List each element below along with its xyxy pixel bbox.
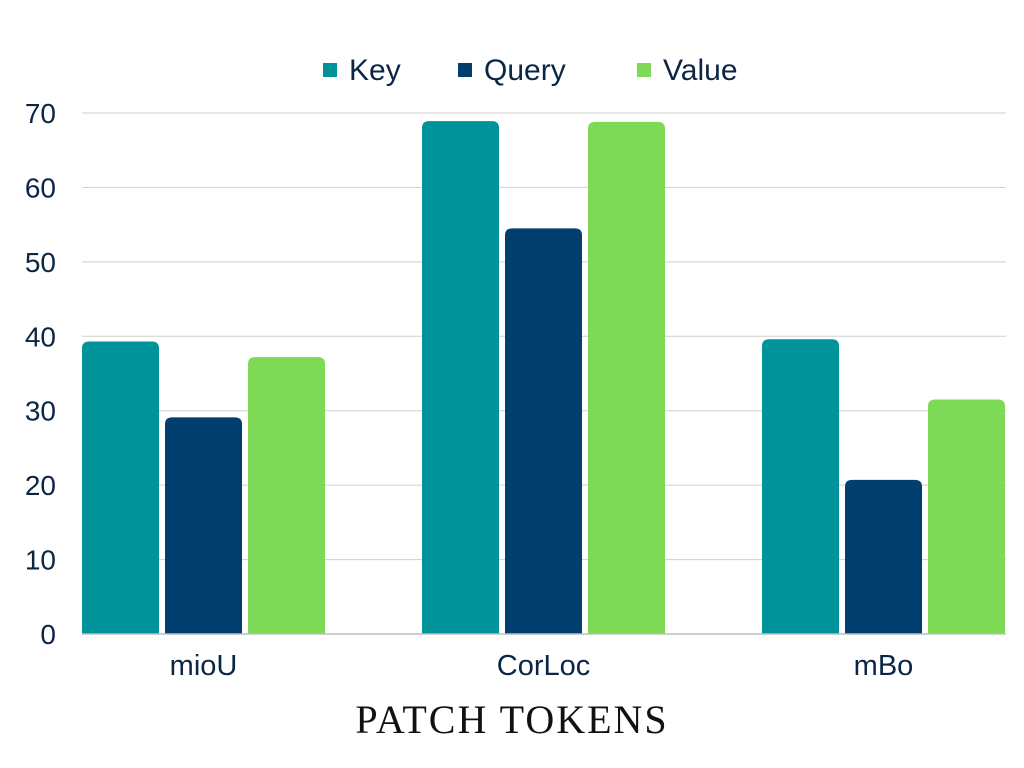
y-tick-label: 50 bbox=[25, 247, 56, 278]
bar-value-miou bbox=[248, 357, 325, 634]
x-category-label: mioU bbox=[170, 650, 238, 682]
y-tick-label: 60 bbox=[25, 172, 56, 203]
legend-label: Key bbox=[349, 54, 401, 87]
bar-key-miou bbox=[82, 341, 159, 634]
bar-layer bbox=[82, 121, 1005, 635]
legend-item-query: Query bbox=[458, 54, 566, 87]
legend-label: Query bbox=[484, 54, 566, 87]
legend-swatch bbox=[323, 63, 337, 77]
y-tick-label: 0 bbox=[40, 619, 56, 650]
chart-title: PATCH TOKENS bbox=[355, 697, 668, 742]
x-category-label: CorLoc bbox=[497, 650, 591, 682]
bar-value-corloc bbox=[588, 121, 665, 635]
y-tick-label: 10 bbox=[25, 545, 56, 576]
legend-item-key: Key bbox=[323, 54, 401, 87]
y-tick-label: 30 bbox=[25, 396, 56, 427]
legend-item-value: Value bbox=[637, 54, 738, 87]
bar-query-miou bbox=[165, 417, 242, 634]
y-tick-label: 70 bbox=[25, 98, 56, 129]
bar-key-mbo bbox=[762, 339, 839, 634]
legend-label: Value bbox=[663, 54, 738, 87]
axis-layer: 0 10 20 30 40 50 60 70 mioU CorLoc mBo bbox=[25, 98, 1006, 682]
bar-query-corloc bbox=[505, 228, 582, 634]
y-tick-label: 20 bbox=[25, 470, 56, 501]
bar-query-mbo bbox=[845, 479, 922, 634]
legend-swatch bbox=[637, 63, 651, 77]
x-category-label: mBo bbox=[854, 650, 914, 682]
y-tick-label: 40 bbox=[25, 321, 56, 352]
legend-swatch bbox=[458, 63, 472, 77]
bar-value-mbo bbox=[928, 399, 1005, 634]
legend: Key Query Value bbox=[323, 54, 738, 87]
bar-key-corloc bbox=[422, 121, 499, 635]
